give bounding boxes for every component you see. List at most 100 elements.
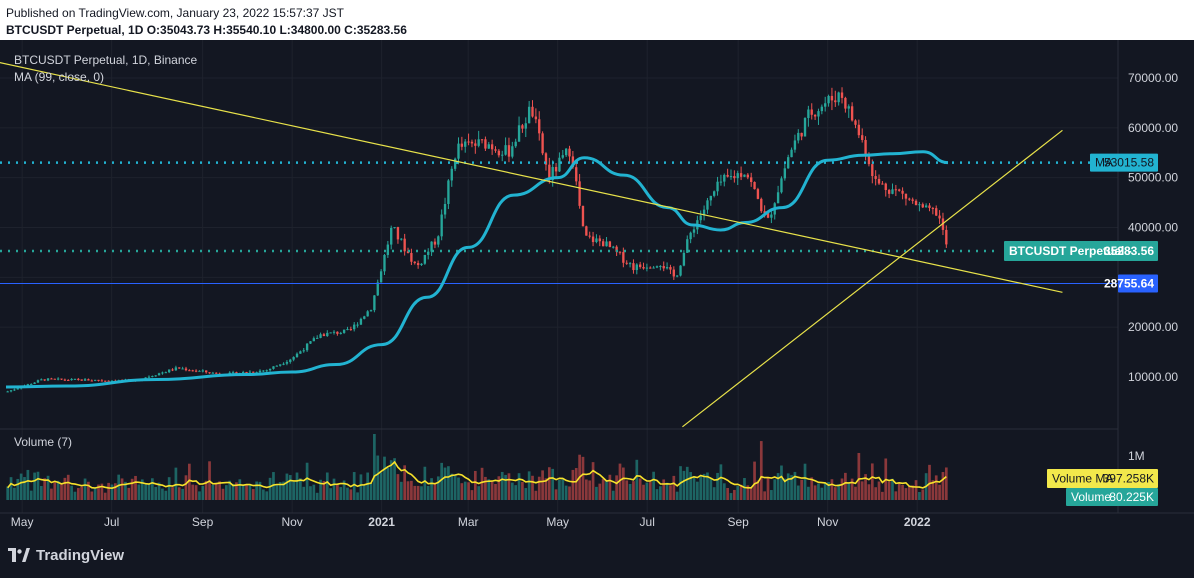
- volume-bar: [497, 476, 501, 500]
- svg-text:Volume: Volume: [1071, 490, 1111, 504]
- candle: [558, 152, 561, 172]
- candle: [649, 266, 652, 269]
- candle: [531, 100, 534, 118]
- candle: [824, 96, 827, 112]
- volume-bar: [756, 480, 760, 500]
- volume-bar: [248, 484, 252, 500]
- candle: [60, 378, 63, 381]
- candle: [686, 235, 689, 253]
- volume-bar: [413, 485, 417, 500]
- volume-bar: [39, 486, 43, 500]
- volume-bar: [130, 478, 134, 500]
- volume-bar: [416, 485, 420, 500]
- volume-bar: [76, 488, 80, 500]
- candle: [151, 375, 154, 378]
- volume-bar: [891, 478, 894, 500]
- volume-bar: [655, 489, 659, 500]
- candle: [861, 128, 864, 143]
- volume-bar: [894, 491, 898, 500]
- candle: [494, 146, 497, 153]
- tradingview-logo[interactable]: TradingView: [8, 545, 124, 565]
- volume-bar: [504, 474, 507, 500]
- volume-bar: [780, 465, 783, 500]
- candle: [487, 141, 490, 149]
- volume-bar: [325, 472, 329, 500]
- volume-bar: [823, 482, 827, 500]
- volume-bar: [225, 485, 228, 500]
- candle: [272, 366, 275, 370]
- candle: [83, 377, 87, 381]
- candle: [534, 108, 538, 124]
- candle: [181, 366, 184, 370]
- time-tick: 2021: [368, 515, 395, 529]
- volume-bar: [830, 479, 834, 500]
- candle: [618, 251, 622, 255]
- svg-text:Volume MA: Volume MA: [1052, 472, 1113, 486]
- candle: [827, 94, 830, 107]
- volume-bar: [887, 481, 891, 500]
- candle: [369, 309, 373, 312]
- price-tick: 60000.00: [1128, 121, 1178, 135]
- volume-bar: [561, 478, 565, 500]
- candle: [339, 331, 342, 335]
- candle: [326, 330, 329, 337]
- candle: [255, 371, 258, 374]
- candle: [464, 139, 467, 153]
- volume-bar: [712, 487, 716, 500]
- volume-bar: [642, 484, 645, 500]
- volume-bar: [66, 474, 70, 500]
- volume-bar: [9, 477, 13, 500]
- volume-bar: [26, 469, 30, 500]
- candle: [780, 176, 783, 194]
- candle: [447, 179, 450, 210]
- volume-bar: [786, 473, 790, 500]
- volume-bar: [901, 484, 904, 500]
- candle: [820, 104, 824, 115]
- volume-bar: [127, 487, 131, 500]
- volume-bar: [547, 467, 551, 500]
- candle: [53, 378, 56, 380]
- candle: [702, 205, 706, 221]
- chart-area[interactable]: 70000.00 60000.00 50000.00 40000.00 20000.00…: [0, 40, 1194, 573]
- candle: [211, 371, 215, 374]
- candle: [750, 172, 753, 187]
- volume-bar: [907, 486, 911, 500]
- volume-bar: [911, 485, 915, 500]
- time-axis-ticks: May Jul Sep Nov 2021 Mar May Jul Sep Nov 2022: [11, 515, 931, 529]
- volume-bar: [682, 470, 686, 500]
- candle: [760, 197, 763, 214]
- volume-bar: [827, 481, 830, 500]
- volume-bar: [93, 488, 97, 500]
- volume-bar: [97, 484, 100, 500]
- volume-bar: [83, 478, 87, 500]
- candle: [70, 378, 73, 381]
- candle: [877, 174, 881, 185]
- volume-bar: [796, 485, 800, 500]
- candle: [581, 205, 585, 227]
- volume-bar: [299, 478, 302, 500]
- volume-bar: [699, 475, 703, 500]
- level-tag: 28755.64: [1104, 274, 1158, 293]
- price-tick: 70000.00: [1128, 71, 1178, 85]
- volume-bar: [50, 488, 53, 500]
- volume-bar: [480, 467, 484, 500]
- candle: [578, 174, 581, 209]
- candle: [204, 370, 208, 374]
- candle: [312, 336, 316, 342]
- volume-bar: [941, 472, 945, 500]
- volume-bar: [662, 479, 666, 500]
- volume-bar: [766, 477, 770, 500]
- volume-bar: [410, 480, 413, 500]
- price-chart[interactable]: 70000.00 60000.00 50000.00 40000.00 20000.00…: [0, 40, 1194, 573]
- price-tick: 40000.00: [1128, 221, 1178, 235]
- candle: [30, 383, 33, 385]
- candle: [850, 102, 854, 122]
- candle: [93, 379, 97, 382]
- volume-bar: [669, 485, 672, 500]
- volume-bar: [877, 481, 881, 500]
- candle: [901, 187, 904, 200]
- svg-text:80.225K: 80.225K: [1109, 490, 1154, 504]
- volume-bar: [342, 480, 346, 500]
- volume-bar: [214, 482, 218, 500]
